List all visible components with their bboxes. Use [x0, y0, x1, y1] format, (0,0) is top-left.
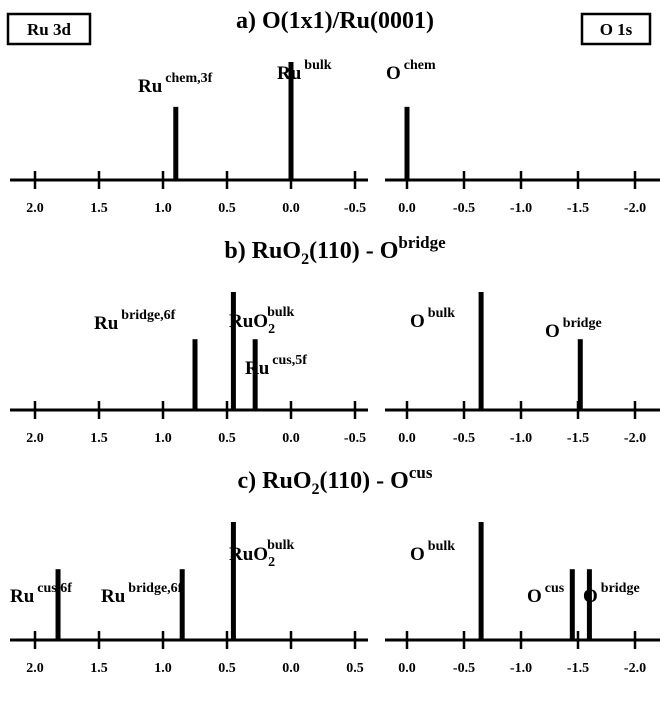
x-tick-label: -2.0 — [624, 201, 646, 216]
panel-title: a) O(1x1)/Ru(0001) — [236, 8, 434, 34]
x-tick-label: 0.5 — [218, 661, 236, 676]
panel-c: c) RuO2(110) - Ocus 2.0 1.5 1.0 0.5 0.0 0.5 0.0… — [10, 463, 660, 676]
x-tick-label: -0.5 — [453, 661, 475, 676]
peak-label: Ru bridge,6f — [101, 581, 183, 607]
peak-label: RuO2bulk — [229, 538, 295, 570]
x-tick-label: -1.0 — [510, 431, 532, 446]
x-tick-label: -1.0 — [510, 201, 532, 216]
peak-bar — [404, 106, 410, 180]
x-tick-label: 1.5 — [90, 431, 108, 446]
x-tick-label: -1.5 — [567, 431, 589, 446]
peak-label: Ru cus,6f — [10, 581, 72, 607]
x-tick-label: -1.5 — [567, 661, 589, 676]
panel-b: b) RuO2(110) - Obridge 2.0 1.5 1.0 0.5 0.0 -0.… — [10, 233, 660, 446]
peak-bar — [230, 292, 236, 410]
peak-bar — [179, 569, 185, 640]
x-tick-label: -1.0 — [510, 661, 532, 676]
x-tick-label: 0.0 — [398, 661, 416, 676]
peak-label: RuO2bulk — [229, 305, 295, 337]
panel-a: a) O(1x1)/Ru(0001) Ru 3d O 1s 2.0 1.5 1.0 0.5 0… — [6, 8, 660, 216]
x-tick-label: 1.0 — [154, 431, 172, 446]
x-tick-label: 0.5 — [218, 431, 236, 446]
corner-label: Ru 3d — [27, 20, 71, 39]
peak-bar — [586, 569, 592, 640]
x-tick-label: -1.5 — [567, 201, 589, 216]
x-tick-label: 1.5 — [90, 661, 108, 676]
peak-bar — [173, 106, 179, 180]
corner-label: O 1s — [600, 20, 633, 39]
x-tick-label: 0.5 — [346, 661, 364, 676]
peak-bar — [192, 339, 198, 410]
x-tick-label: -0.5 — [453, 201, 475, 216]
x-tick-label: 1.0 — [154, 201, 172, 216]
peak-bar — [569, 569, 575, 640]
peak-bar — [230, 522, 236, 640]
x-tick-label: 1.0 — [154, 661, 172, 676]
x-tick-label: 2.0 — [26, 661, 44, 676]
peak-label: Ru chem,3f — [138, 71, 213, 97]
x-tick-label: 0.0 — [282, 201, 300, 216]
x-tick-label: 1.5 — [90, 201, 108, 216]
peak-bar — [478, 292, 484, 410]
x-tick-label: 0.5 — [218, 201, 236, 216]
x-tick-label: 0.0 — [282, 661, 300, 676]
peak-label: Ru cus,5f — [245, 353, 307, 379]
peak-label: Ru bulk — [277, 58, 332, 84]
x-tick-label: 0.0 — [282, 431, 300, 446]
x-tick-label: -2.0 — [624, 661, 646, 676]
panel-title: c) RuO2(110) - Ocus — [238, 463, 433, 498]
peak-label: Ru bridge,6f — [94, 308, 176, 334]
peak-bar — [478, 522, 484, 640]
peak-bar — [55, 569, 61, 640]
x-tick-label: -0.5 — [453, 431, 475, 446]
x-tick-label: 0.0 — [398, 431, 416, 446]
label-box — [580, 12, 652, 46]
x-tick-label: -2.0 — [624, 431, 646, 446]
peak-bar — [288, 62, 294, 180]
x-tick-label: 2.0 — [26, 201, 44, 216]
peak-bar — [577, 339, 583, 410]
label-box — [6, 12, 92, 46]
panel-title: b) RuO2(110) - Obridge — [224, 233, 446, 268]
x-tick-label: -0.5 — [344, 201, 366, 216]
x-tick-label: 2.0 — [26, 431, 44, 446]
peak-bar — [252, 339, 258, 410]
x-tick-label: -0.5 — [344, 431, 366, 446]
x-tick-label: 0.0 — [398, 201, 416, 216]
